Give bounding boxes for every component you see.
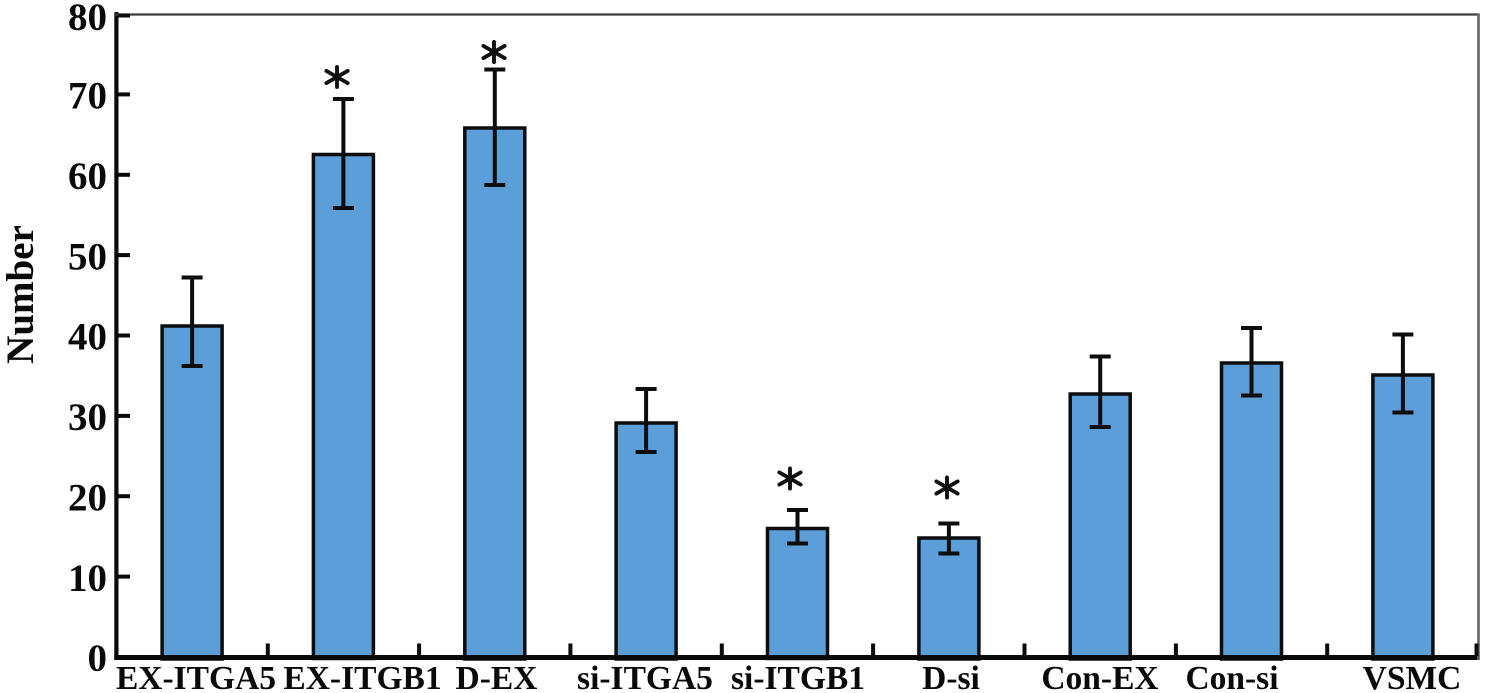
svg-text:Con-EX: Con-EX xyxy=(1041,660,1158,693)
svg-text:0: 0 xyxy=(88,637,108,680)
svg-text:VSMC: VSMC xyxy=(1363,660,1462,693)
svg-text:EX-ITGB1: EX-ITGB1 xyxy=(283,660,441,693)
svg-text:70: 70 xyxy=(68,75,107,118)
svg-text:50: 50 xyxy=(68,235,107,278)
svg-text:D-EX: D-EX xyxy=(456,660,538,693)
svg-text:Number: Number xyxy=(0,225,42,364)
svg-text:30: 30 xyxy=(68,396,107,439)
svg-text:60: 60 xyxy=(68,155,107,198)
svg-text:si-ITGA5: si-ITGA5 xyxy=(577,660,713,693)
svg-text:40: 40 xyxy=(68,316,107,359)
svg-text:si-ITGB1: si-ITGB1 xyxy=(731,660,865,693)
svg-text:20: 20 xyxy=(68,476,107,519)
svg-text:EX-ITGA5: EX-ITGA5 xyxy=(116,660,276,693)
svg-text:10: 10 xyxy=(68,557,107,600)
svg-text:D-si: D-si xyxy=(922,660,980,693)
svg-text:80: 80 xyxy=(68,0,107,39)
svg-text:Con-si: Con-si xyxy=(1185,660,1278,693)
